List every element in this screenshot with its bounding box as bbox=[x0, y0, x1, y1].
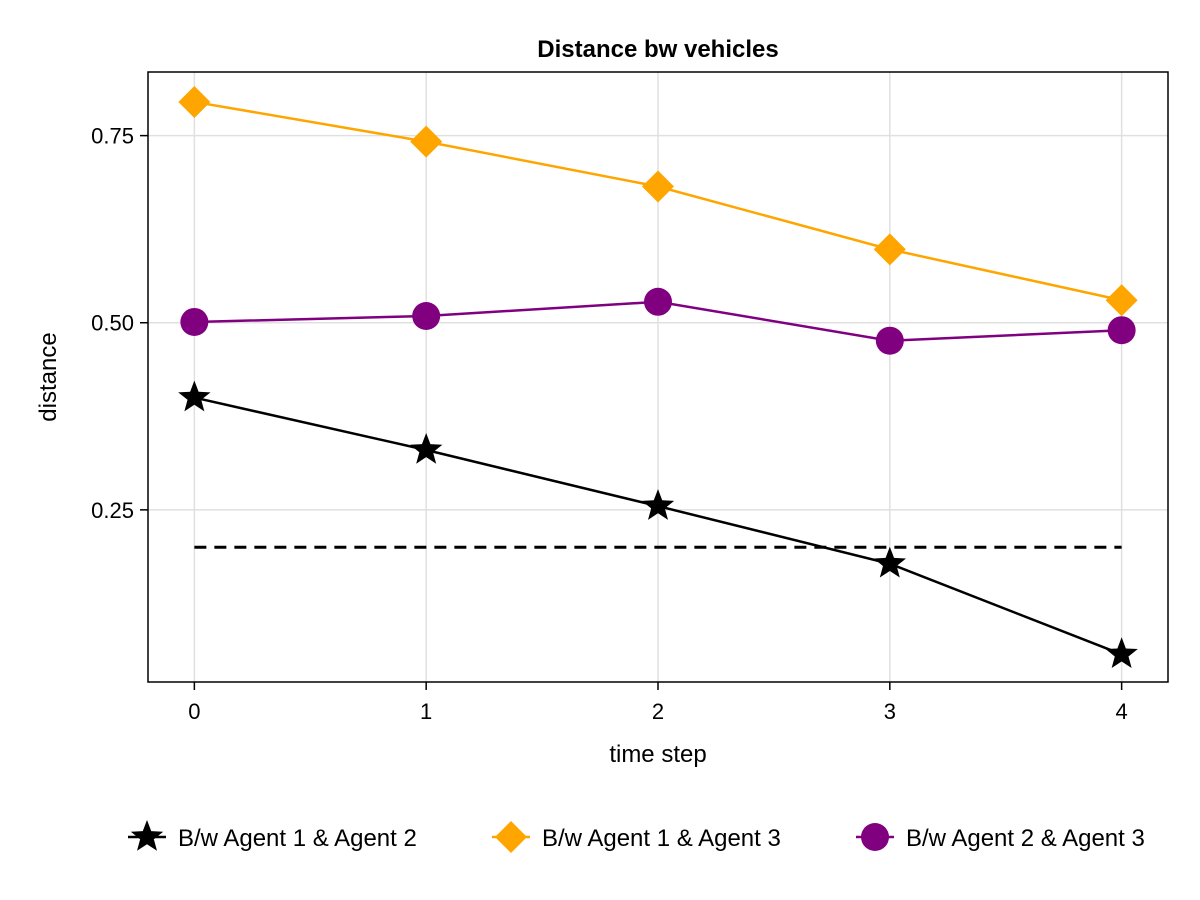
series-1-point bbox=[1105, 637, 1138, 669]
y-axis: 0.25 0.50 0.75 bbox=[91, 124, 148, 523]
series-1-point bbox=[641, 489, 675, 520]
chart-title: Distance bw vehicles bbox=[537, 36, 778, 63]
legend-swatch-diamond-icon bbox=[495, 821, 527, 853]
series-markers bbox=[178, 85, 1138, 669]
series-2-point bbox=[1105, 284, 1138, 317]
legend-swatch-circle-icon bbox=[861, 823, 889, 851]
series-1-point bbox=[873, 546, 906, 578]
series-2-point bbox=[873, 233, 906, 266]
series-1-point bbox=[178, 380, 211, 412]
legend: B/w Agent 1 & Agent 2 B/w Agent 1 & Agent… bbox=[128, 820, 1145, 853]
series-3-point bbox=[412, 302, 441, 330]
x-tick-label: 4 bbox=[1116, 699, 1128, 724]
series-2-point bbox=[178, 85, 211, 118]
y-tick-label: 0.75 bbox=[91, 124, 134, 149]
series-2-point bbox=[410, 125, 443, 158]
series-3-point bbox=[875, 326, 904, 355]
grid bbox=[148, 72, 1168, 682]
series-3-point bbox=[1107, 316, 1136, 345]
legend-label: B/w Agent 2 & Agent 3 bbox=[906, 825, 1145, 852]
y-axis-label: distance bbox=[35, 332, 62, 421]
x-tick-label: 0 bbox=[188, 699, 200, 724]
legend-swatch-star-icon bbox=[130, 820, 164, 851]
legend-label: B/w Agent 1 & Agent 3 bbox=[542, 825, 781, 852]
series-1-point bbox=[410, 432, 443, 464]
series-3-point bbox=[644, 287, 672, 316]
x-tick-label: 3 bbox=[884, 699, 896, 724]
series-3-point bbox=[180, 307, 209, 336]
x-tick-label: 1 bbox=[420, 699, 432, 724]
y-tick-label: 0.50 bbox=[91, 311, 134, 336]
x-axis: 0 1 2 3 4 bbox=[188, 682, 1128, 724]
y-tick-label: 0.25 bbox=[91, 498, 134, 523]
legend-label: B/w Agent 1 & Agent 2 bbox=[178, 825, 417, 852]
x-axis-label: time step bbox=[609, 741, 706, 768]
x-tick-label: 2 bbox=[652, 699, 664, 724]
series-2-point bbox=[642, 170, 674, 203]
